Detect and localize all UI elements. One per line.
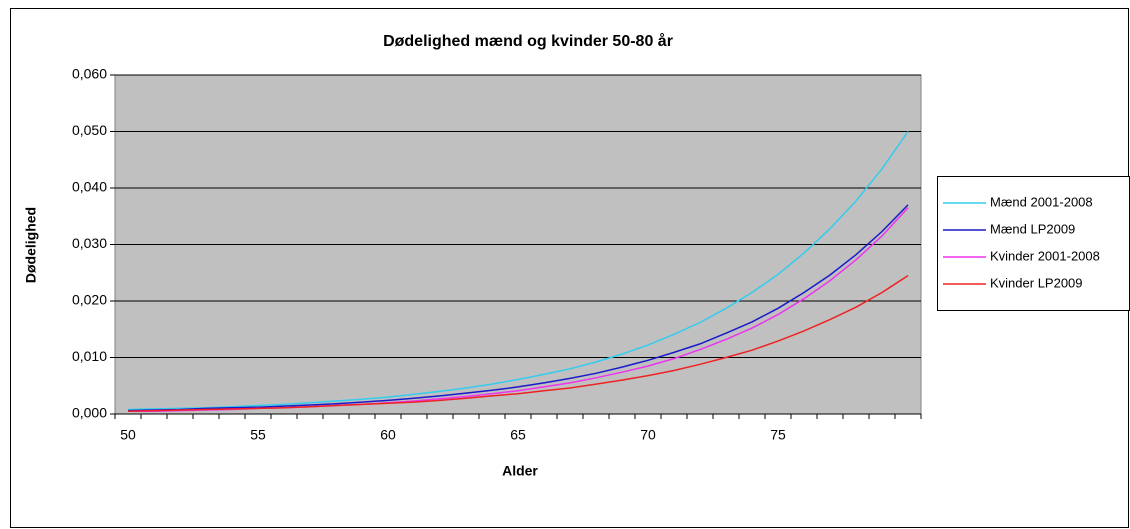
series-line [127,204,909,412]
x-tick-label: 75 [770,427,786,443]
x-axis-label: Alder [502,463,538,479]
x-tick-label: 70 [640,427,656,443]
x-tick-label: 50 [120,427,136,443]
y-tick-label: 0,000 [72,405,107,421]
y-axis-label: Dødelighed [23,207,39,283]
y-tick-label: 0,060 [72,66,107,82]
series-line [127,274,909,412]
series-line [127,131,909,411]
y-tick-label: 0,040 [72,179,107,195]
chart-title: Dødelighed mænd og kvinder 50-80 år [383,32,673,50]
x-tick-label: 60 [380,427,396,443]
legend-label: Mænd LP2009 [990,221,1075,236]
x-tick-label: 65 [510,427,526,443]
y-tick-label: 0,010 [72,348,107,364]
x-tick-label: 55 [250,427,266,443]
y-tick-label: 0,050 [72,122,107,138]
legend-label: Kvinder LP2009 [990,275,1083,290]
y-tick-label: 0,030 [72,235,107,251]
legend [937,176,1130,311]
legend-label: Kvinder 2001-2008 [990,248,1100,263]
legend-label: Mænd 2001-2008 [990,194,1093,209]
y-tick-label: 0,020 [72,292,107,308]
